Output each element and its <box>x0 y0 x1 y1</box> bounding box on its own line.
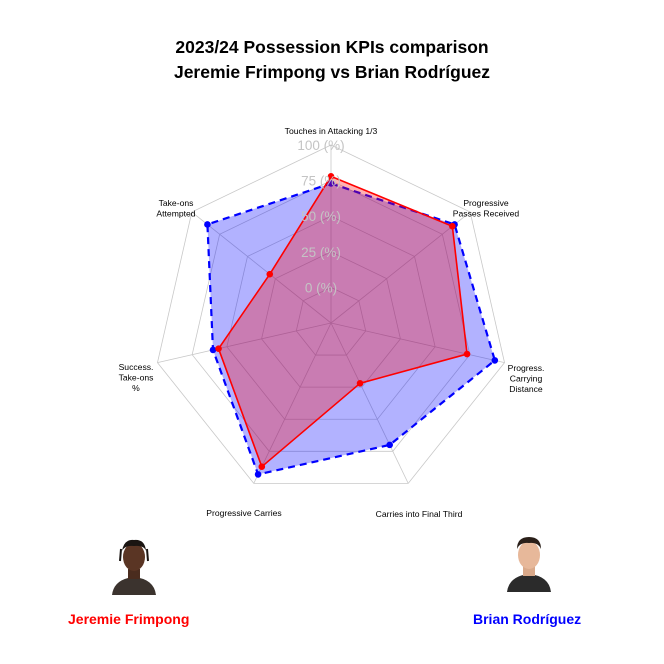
series-point <box>215 345 222 352</box>
grid-spoke <box>157 322 332 363</box>
ring-label: 50 (%) <box>301 209 341 224</box>
grid-spoke <box>191 211 332 324</box>
series-point <box>258 463 266 470</box>
grid-ring <box>226 215 436 420</box>
chart-title-line1: 2023/24 Possession KPIs comparison <box>175 37 488 57</box>
axis-label: Progressive Passes Received <box>453 198 520 219</box>
axis-label: Touches in Attacking 1/3 <box>285 126 378 136</box>
series-point <box>491 357 499 364</box>
grid-spoke <box>253 322 332 484</box>
grid-ring <box>295 286 367 356</box>
series-point <box>209 346 217 354</box>
series-point <box>327 180 335 187</box>
ring-label: 25 (%) <box>301 245 341 260</box>
axis-labels: Touches in Attacking 1/3 Progressive Passe… <box>119 126 545 519</box>
ring-label: 0 (%) <box>305 280 337 295</box>
series-area <box>217 175 468 468</box>
grid-ring <box>157 144 505 484</box>
grid-ring <box>191 180 471 452</box>
grid-spoke <box>330 322 409 484</box>
ring-labels: 0 (%) 25 (%) 50 (%) 75 (%) 100 (%) <box>297 138 344 295</box>
legend-player2-name: Brian Rodríguez <box>473 611 582 627</box>
ring-label: 75 (%) <box>301 174 341 189</box>
series-point <box>204 221 211 228</box>
series-point <box>449 222 456 230</box>
axis-label: Take-ons Attempted <box>156 198 195 219</box>
series-point <box>266 270 274 278</box>
axis-label: Success. Take-ons% <box>119 362 154 393</box>
series-point <box>327 173 335 180</box>
radar-grid <box>157 144 505 484</box>
series-area <box>206 182 496 476</box>
grid-spoke <box>330 211 471 324</box>
grid-ring <box>261 251 401 388</box>
ring-label: 100 (%) <box>297 138 344 153</box>
radar-series <box>204 173 499 478</box>
axis-label: Progressive Carries <box>206 508 281 518</box>
series-point <box>356 380 364 387</box>
series-point <box>254 471 262 478</box>
axis-label: Progress. Carrying Distance <box>508 363 545 394</box>
chart-title-line2: Jeremie Frimpong vs Brian Rodríguez <box>174 62 490 82</box>
grid-spoke <box>330 322 505 363</box>
series-point <box>463 350 471 358</box>
series-point <box>386 441 393 449</box>
player-photo-icon <box>112 539 156 595</box>
legend-player1-name: Jeremie Frimpong <box>68 611 190 627</box>
player-photo-icon <box>507 537 551 592</box>
axis-label: Carries into Final Third <box>376 509 463 519</box>
